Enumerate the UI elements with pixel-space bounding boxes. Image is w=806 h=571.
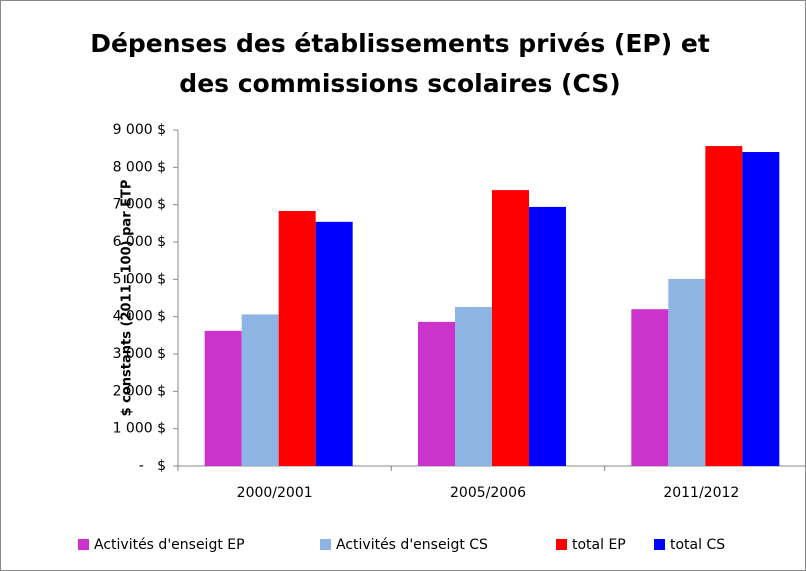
legend-swatch — [654, 539, 665, 550]
bar — [705, 146, 743, 466]
legend-label: Activités d'enseigt CS — [336, 537, 488, 553]
chart-title: Dépenses des établissements privés (EP) … — [90, 29, 710, 98]
y-tick-label: 3 000 $ — [113, 346, 166, 362]
y-tick-label: 6 000 $ — [113, 234, 166, 250]
y-tick-label: 4 000 $ — [113, 309, 166, 325]
x-tick-label: 2005/2006 — [450, 485, 526, 501]
y-axis-label: $ constants (2011=100) par ETP — [120, 180, 135, 417]
bar — [418, 321, 455, 466]
y-tick-label: 2 000 $ — [113, 383, 166, 399]
bar — [278, 211, 316, 466]
y-tick-label: 8 000 $ — [113, 159, 166, 175]
bar — [492, 190, 529, 466]
x-tick-label: 2011/2012 — [663, 485, 739, 501]
y-tick-label: 7 000 $ — [113, 197, 166, 213]
bar — [742, 152, 780, 466]
bar — [529, 206, 566, 466]
legend-swatch — [78, 539, 89, 550]
bar — [455, 306, 492, 466]
legend-label: Activités d'enseigt EP — [94, 537, 245, 553]
y-tick-label: 1 000 $ — [113, 421, 166, 437]
legend-label: total CS — [670, 537, 725, 553]
x-tick-label: 2000/2001 — [237, 485, 313, 501]
legend-swatch — [320, 539, 331, 550]
y-tick-label: 5 000 $ — [113, 271, 166, 287]
y-tick-label: 9 000 $ — [113, 122, 166, 138]
bar — [631, 309, 669, 466]
y-tick-label: - $ — [139, 458, 166, 474]
bar — [315, 221, 353, 466]
legend-label: total EP — [572, 537, 626, 553]
bar — [241, 314, 279, 466]
bar — [668, 278, 706, 466]
legend-swatch — [556, 539, 567, 550]
bar — [204, 330, 242, 466]
